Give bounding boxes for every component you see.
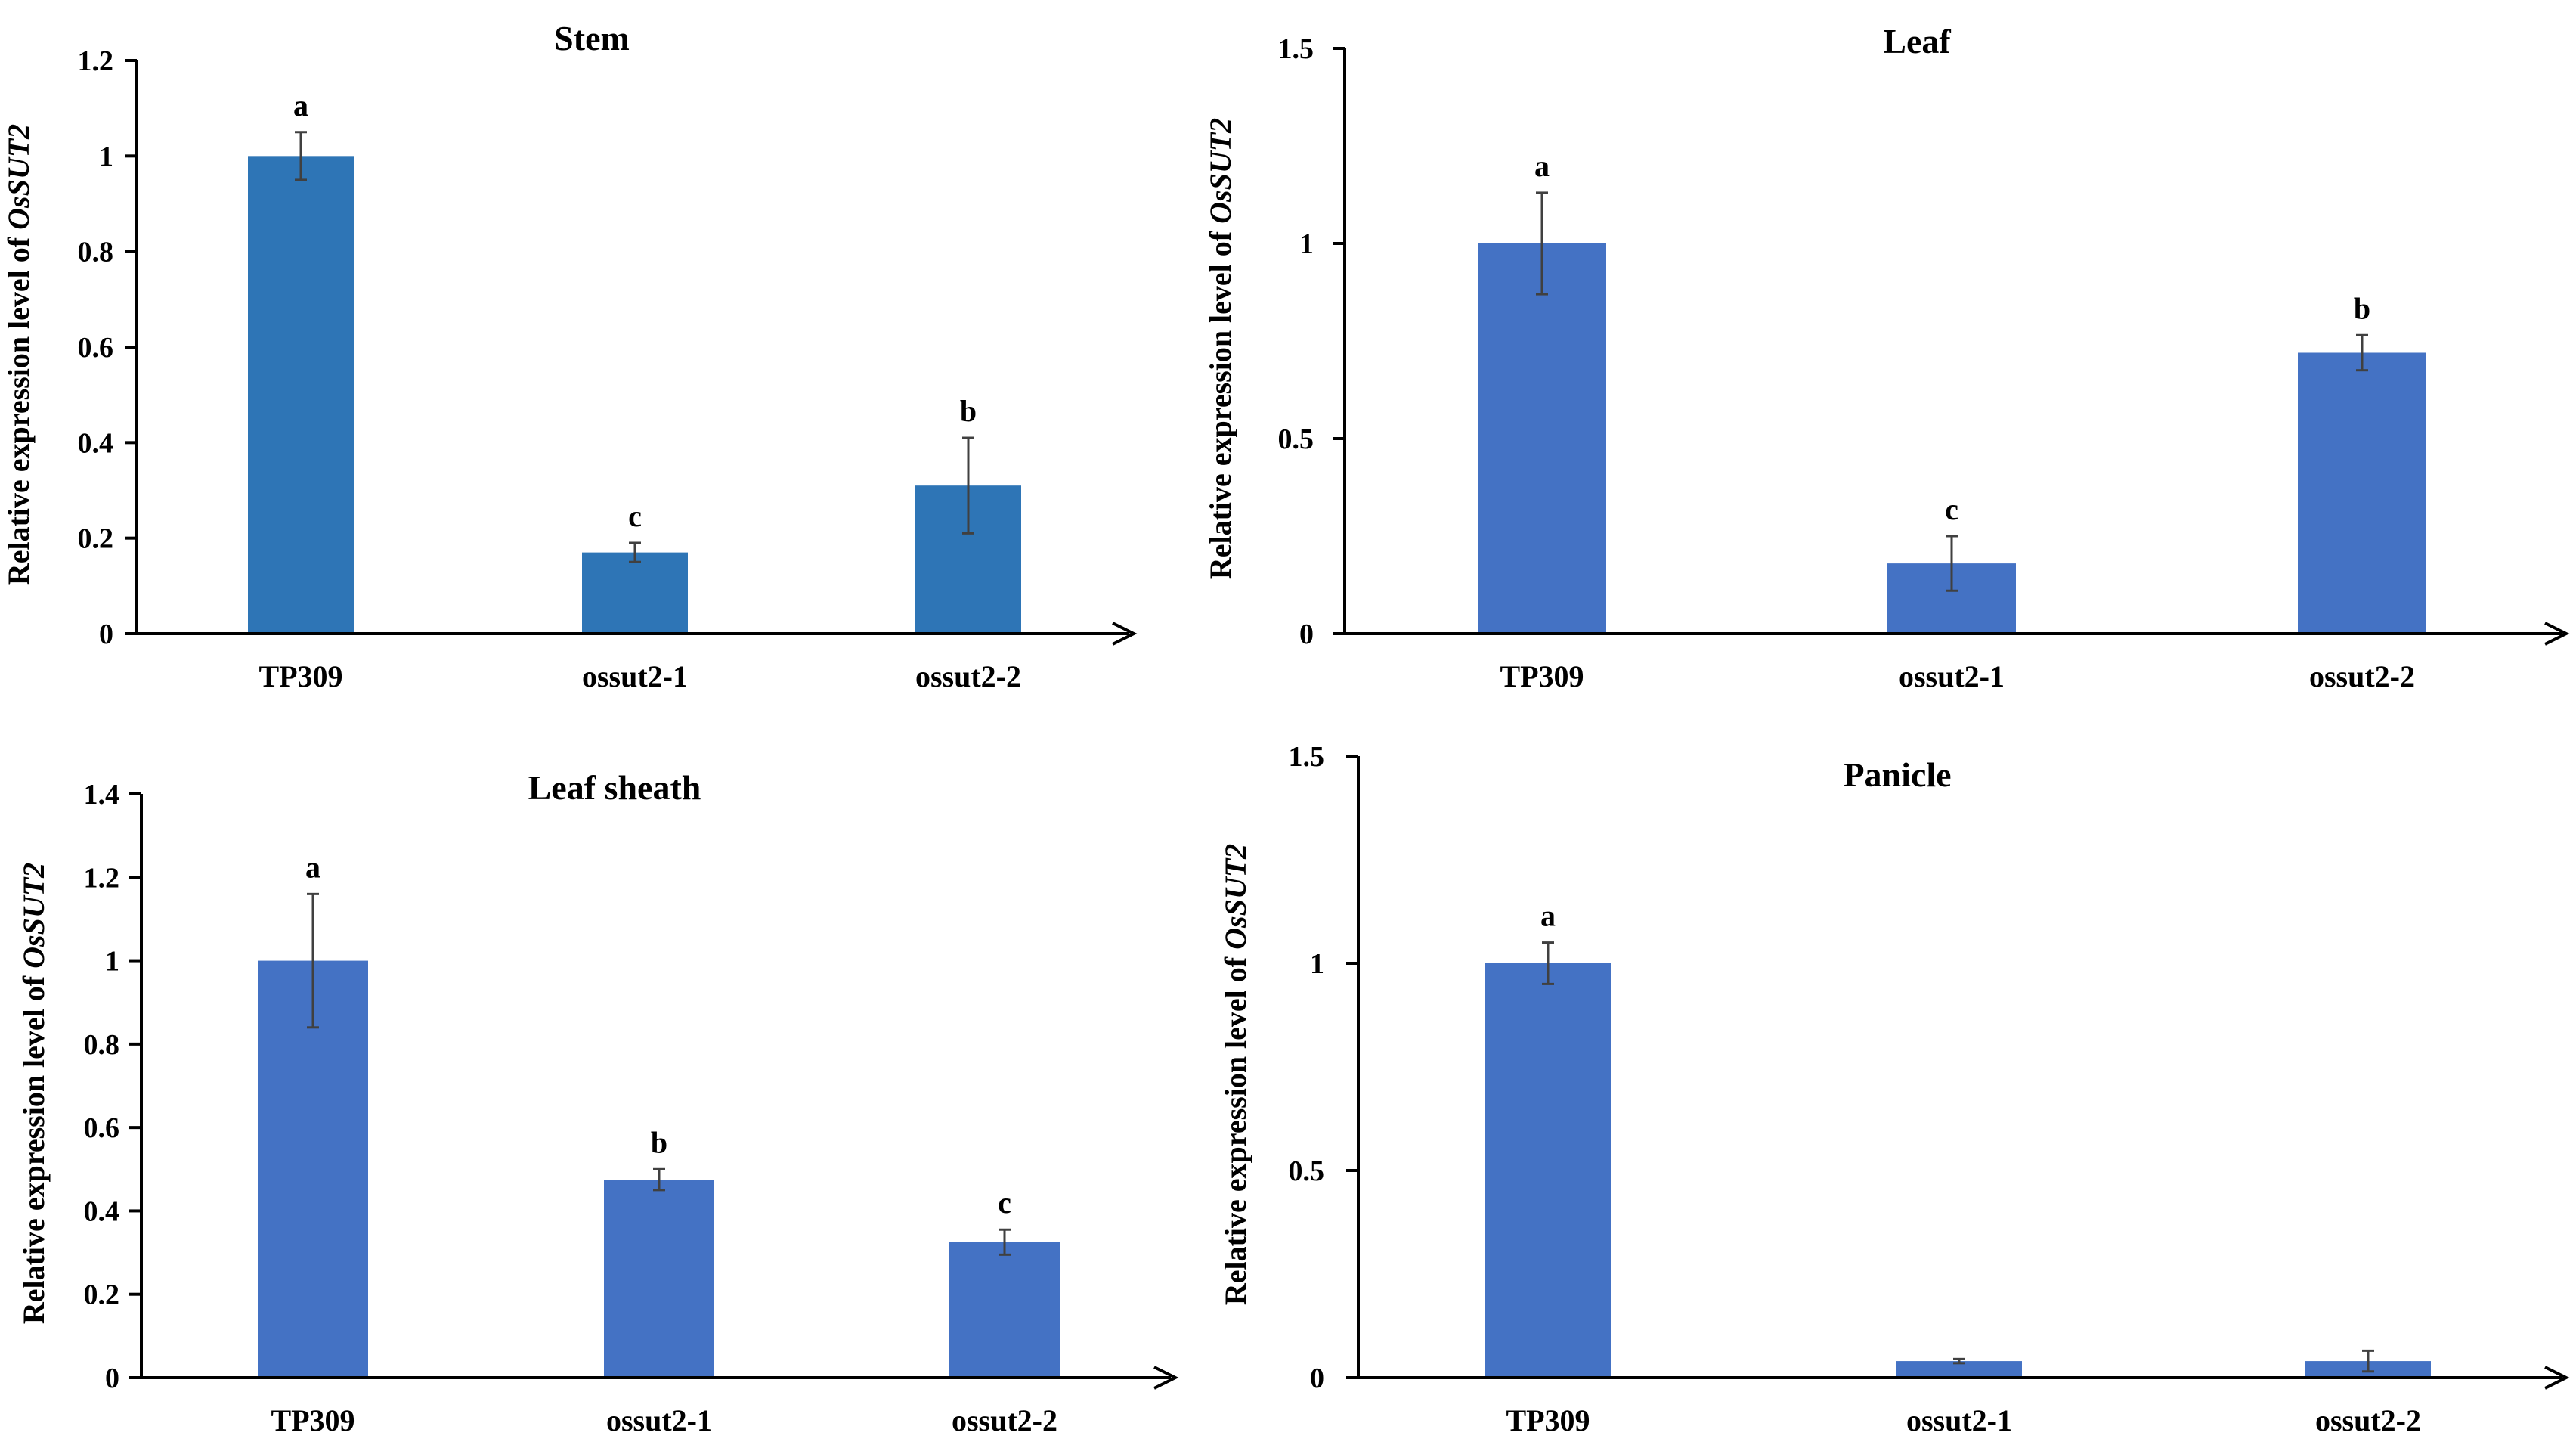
significance-letter: a <box>305 850 320 884</box>
x-axis-arrow <box>2544 1366 2570 1390</box>
x-tick-label: ossut2-1 <box>582 659 688 693</box>
chart-panel-4: Panicle Relative expression level of OsSU… <box>1218 741 2570 1437</box>
x-tick-label: ossut2-2 <box>952 1403 1057 1437</box>
significance-letter: a <box>1540 899 1556 933</box>
bar <box>1485 963 1611 1378</box>
y-tick-label: 1 <box>1310 948 1324 980</box>
y-tick-label: 0.4 <box>84 1195 120 1227</box>
y-tick-label: 0.6 <box>78 332 114 364</box>
x-tick-label: ossut2-1 <box>606 1403 712 1437</box>
x-axis-arrow <box>1112 622 1138 646</box>
x-axis-arrow <box>2544 622 2570 646</box>
x-tick-label: ossut2-1 <box>1906 1403 2012 1437</box>
significance-letter: b <box>2354 291 2370 325</box>
x-tick-label: ossut2-1 <box>1899 659 2005 693</box>
bar <box>1896 1361 2022 1378</box>
significance-letter: a <box>293 88 308 122</box>
y-tick-label: 1.4 <box>84 779 120 811</box>
significance-letter: a <box>1534 149 1550 183</box>
y-tick-label: 1.2 <box>78 45 114 77</box>
x-tick-label: ossut2-2 <box>2315 1403 2421 1437</box>
bar <box>248 156 354 634</box>
y-tick-label: 0 <box>1299 619 1314 650</box>
chart-panel-3: Leaf sheath Relative expression level of … <box>17 768 1179 1437</box>
chart-title: Leaf <box>1883 22 1951 60</box>
chart-title: Stem <box>554 19 630 57</box>
significance-letter: c <box>1945 492 1958 526</box>
x-tick-label: TP309 <box>1506 1403 1590 1437</box>
y-axis-label: Relative expression level of OsSUT2 <box>1218 844 1252 1305</box>
y-tick-label: 0 <box>1310 1363 1324 1394</box>
chart-panel-1: Stem Relative expression level of OsSUT2 a… <box>2 19 1138 693</box>
bar <box>604 1180 714 1378</box>
y-axis-label: Relative expression level of OsSUT2 <box>1203 118 1237 579</box>
chart-panel-2: Leaf Relative expression level of OsSUT2 a… <box>1203 22 2570 693</box>
y-tick-label: 0.8 <box>78 237 114 268</box>
significance-letter: c <box>998 1186 1011 1220</box>
y-tick-label: 0.8 <box>84 1029 120 1061</box>
significance-letter: b <box>960 394 977 428</box>
bar <box>1478 243 1606 634</box>
y-tick-label: 1 <box>105 946 119 978</box>
y-tick-label: 0.5 <box>1289 1155 1325 1187</box>
y-axis-label: Relative expression level of OsSUT2 <box>17 863 51 1324</box>
y-tick-label: 0.5 <box>1278 423 1314 455</box>
x-tick-label: TP309 <box>1500 659 1584 693</box>
chart-title: Panicle <box>1843 755 1951 794</box>
bar <box>582 552 688 634</box>
significance-letter: b <box>651 1125 667 1159</box>
y-tick-label: 1.5 <box>1289 741 1325 773</box>
x-tick-label: TP309 <box>271 1403 355 1437</box>
y-tick-label: 0.2 <box>84 1279 120 1311</box>
y-axis-label: Relative expression level of OsSUT2 <box>2 124 36 585</box>
x-axis-arrow <box>1153 1366 1179 1390</box>
x-tick-label: ossut2-2 <box>915 659 1021 693</box>
y-tick-label: 1 <box>1299 228 1314 260</box>
y-tick-label: 0.6 <box>84 1112 120 1144</box>
y-tick-label: 1.2 <box>84 862 120 894</box>
chart-title: Leaf sheath <box>528 768 701 807</box>
y-tick-label: 0 <box>99 619 113 650</box>
bar <box>949 1242 1060 1378</box>
significance-letter: c <box>628 499 642 533</box>
y-tick-label: 1.5 <box>1278 33 1314 65</box>
x-tick-label: TP309 <box>259 659 342 693</box>
bar <box>2298 352 2426 634</box>
y-tick-label: 0 <box>105 1363 119 1394</box>
y-tick-label: 0.2 <box>78 523 114 555</box>
bar <box>258 960 368 1378</box>
y-tick-label: 1 <box>99 141 113 172</box>
x-tick-label: ossut2-2 <box>2309 659 2415 693</box>
y-tick-label: 0.4 <box>78 427 114 459</box>
